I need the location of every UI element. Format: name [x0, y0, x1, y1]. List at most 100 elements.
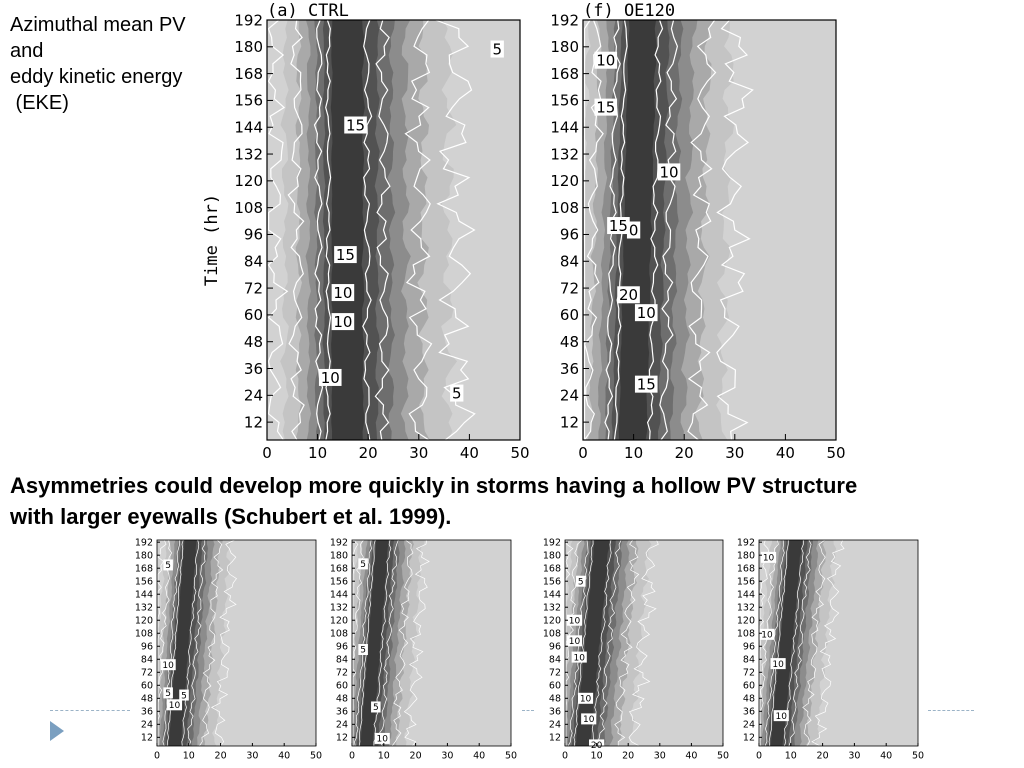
y-tick-label: 84	[549, 655, 561, 666]
contour-label: 5	[371, 701, 381, 713]
x-tick-label: 50	[310, 751, 322, 762]
y-tick-label: 156	[135, 577, 153, 588]
eke-contour-line	[435, 19, 476, 441]
footer-rule-left	[50, 710, 130, 711]
y-tick-label: 108	[550, 199, 579, 217]
title-line: and	[10, 40, 44, 62]
pv-shade-band	[360, 540, 389, 746]
y-tick-label: 36	[743, 707, 755, 718]
caption-line: with larger eyewalls (Schubert et al. 19…	[10, 504, 452, 529]
title-line: (EKE)	[10, 92, 69, 114]
y-tick-label: 156	[234, 92, 263, 110]
x-tick-label: 10	[591, 751, 603, 762]
pv-eke-panel-ctrl: 5 15 15 10 10 10 5 12 24 36 48 60 72 84 96 108 120 132 144…	[202, 1, 530, 462]
title-line: eddy kinetic energy	[10, 66, 183, 88]
y-tick-label: 72	[336, 668, 348, 679]
eke-contour-line	[166, 539, 184, 747]
eke-contour-line	[764, 539, 785, 747]
y-tick-label: 180	[543, 551, 561, 562]
y-tick-label: 180	[737, 551, 755, 562]
contour-label: 5	[163, 687, 173, 699]
contour-label: 10	[760, 551, 777, 564]
y-tick-label: 12	[560, 413, 579, 431]
y-tick-label: 168	[550, 65, 579, 83]
eke-contour-line	[590, 539, 612, 747]
plot-frame	[156, 539, 317, 747]
eke-contour-line	[583, 19, 604, 441]
svg-text:0: 0	[629, 221, 639, 239]
contour-label: 5	[450, 384, 464, 402]
svg-text:10: 10	[169, 701, 181, 711]
eke-contour-line	[614, 539, 640, 746]
eke-contour-line	[181, 539, 200, 747]
contour-label: 5	[358, 558, 368, 570]
y-tick-label: 192	[550, 11, 579, 29]
y-tick-label: 36	[244, 360, 263, 378]
eke-contour-line	[187, 539, 206, 747]
x-tick-label: 40	[685, 751, 697, 762]
eke-contour-line	[403, 539, 430, 747]
x-tick-label: 40	[278, 751, 290, 762]
y-axis-label: Time (hr)	[202, 194, 222, 286]
y-tick-label: 60	[336, 681, 348, 692]
eke-contour-line	[687, 19, 717, 441]
eke-contour-line	[287, 19, 305, 441]
svg-text:15: 15	[609, 217, 628, 235]
x-tick-label: 20	[675, 444, 694, 462]
x-tick-label: 40	[473, 751, 485, 762]
y-tick-label: 132	[330, 603, 348, 614]
x-tick-label: 30	[409, 444, 428, 462]
contour-label: 10	[566, 614, 583, 626]
svg-text:20: 20	[619, 286, 638, 304]
eke-contour-line	[811, 539, 845, 747]
y-tick-label: 180	[550, 38, 579, 56]
y-tick-label: 48	[560, 333, 579, 351]
x-tick-label: 30	[441, 751, 453, 762]
contour-label: 15	[344, 116, 367, 134]
eke-contour-line	[597, 539, 622, 747]
y-tick-label: 168	[135, 564, 153, 575]
eke-contour-line	[646, 19, 664, 441]
y-tick-label: 36	[560, 360, 579, 378]
y-tick-label: 72	[141, 668, 153, 679]
eke-contour-line	[199, 539, 224, 747]
svg-text:10: 10	[659, 163, 678, 181]
slide-caption: Asymmetries could develop more quickly i…	[10, 470, 1010, 532]
y-tick-label: 12	[141, 733, 153, 744]
svg-text:5: 5	[492, 40, 502, 58]
y-tick-label: 192	[234, 11, 263, 29]
x-tick-label: 0	[562, 751, 568, 762]
y-tick-label: 12	[549, 733, 561, 744]
y-tick-label: 48	[743, 694, 755, 705]
y-tick-label: 48	[549, 694, 561, 705]
svg-text:5: 5	[165, 689, 171, 699]
y-tick-label: 108	[234, 199, 263, 217]
x-tick-label: 50	[505, 751, 517, 762]
eke-contour-line	[313, 19, 324, 441]
y-tick-label: 108	[135, 629, 153, 640]
eke-contour-line	[768, 539, 789, 747]
svg-text:10: 10	[573, 653, 585, 663]
plot-frame	[582, 19, 837, 441]
y-tick-label: 144	[543, 590, 561, 601]
pv-eke-panel-small-3: 5 10 10 10 10 10 20 12 24 36 48 60 72 84 96 108 120 132 14…	[543, 537, 729, 761]
contour-label: 10	[331, 284, 355, 302]
eke-contour-line	[162, 539, 180, 747]
y-tick-label: 144	[234, 118, 263, 136]
svg-text:10: 10	[333, 284, 352, 302]
eke-contour-line	[404, 19, 433, 441]
y-tick-label: 96	[560, 226, 579, 244]
y-tick-label: 12	[244, 413, 263, 431]
x-tick-label: 20	[215, 751, 227, 762]
svg-text:5: 5	[181, 691, 187, 701]
pv-shade-band	[168, 540, 197, 746]
x-tick-label: 40	[776, 444, 795, 462]
svg-text:5: 5	[452, 384, 462, 402]
svg-text:10: 10	[596, 52, 615, 70]
y-tick-label: 84	[336, 655, 348, 666]
svg-text:15: 15	[637, 376, 656, 394]
y-tick-label: 48	[141, 694, 153, 705]
y-tick-label: 168	[737, 564, 755, 575]
y-tick-label: 132	[737, 603, 755, 614]
